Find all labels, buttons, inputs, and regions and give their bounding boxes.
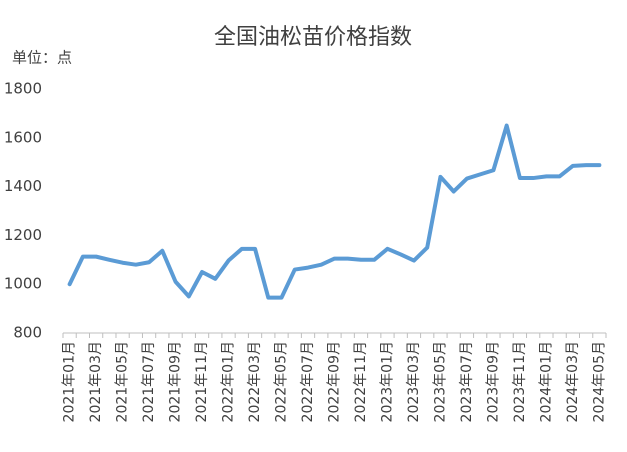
x-tick-label: 2022年11月 xyxy=(353,341,369,422)
x-tick-label: 2023年07月 xyxy=(459,341,475,422)
x-tick-label: 2022年05月 xyxy=(274,341,290,422)
x-tick-label: 2022年07月 xyxy=(300,341,316,422)
y-tick-label: 1600 xyxy=(4,128,42,146)
x-tick-label: 2021年09月 xyxy=(168,341,184,422)
x-tick-label: 2022年01月 xyxy=(221,341,237,422)
line xyxy=(67,123,602,300)
x-tick-label: 2021年03月 xyxy=(88,341,104,422)
chart-title: 全国油松苗价格指数 xyxy=(214,25,412,50)
x-tick-label: 2023年11月 xyxy=(512,341,528,422)
x-tick-label: 2023年05月 xyxy=(432,341,448,422)
x-tick-label: 2024年05月 xyxy=(591,341,607,422)
x-tick-label: 2024年03月 xyxy=(565,341,581,422)
y-tick-label: 1000 xyxy=(4,275,42,293)
x-tick-label: 2021年07月 xyxy=(141,341,157,422)
x-tick-label: 2022年09月 xyxy=(327,341,343,422)
y-tick-label: 800 xyxy=(13,324,42,342)
x-tick-label: 2024年01月 xyxy=(538,341,554,422)
x-tick-label: 2021年01月 xyxy=(62,341,78,422)
x-tick-label: 2021年11月 xyxy=(194,341,210,422)
y-tick-label: 1800 xyxy=(4,80,42,98)
x-tick-label: 2023年01月 xyxy=(379,341,395,422)
x-tick-label: 2022年03月 xyxy=(247,341,263,422)
y-tick-label: 1200 xyxy=(4,226,42,244)
x-tick-label: 2023年09月 xyxy=(485,341,501,422)
y-tick-label: 1400 xyxy=(4,177,42,195)
unit-label: 单位：点 xyxy=(12,49,72,67)
x-tick-label: 2021年05月 xyxy=(115,341,131,422)
x-tick-label: 2023年03月 xyxy=(406,341,422,422)
